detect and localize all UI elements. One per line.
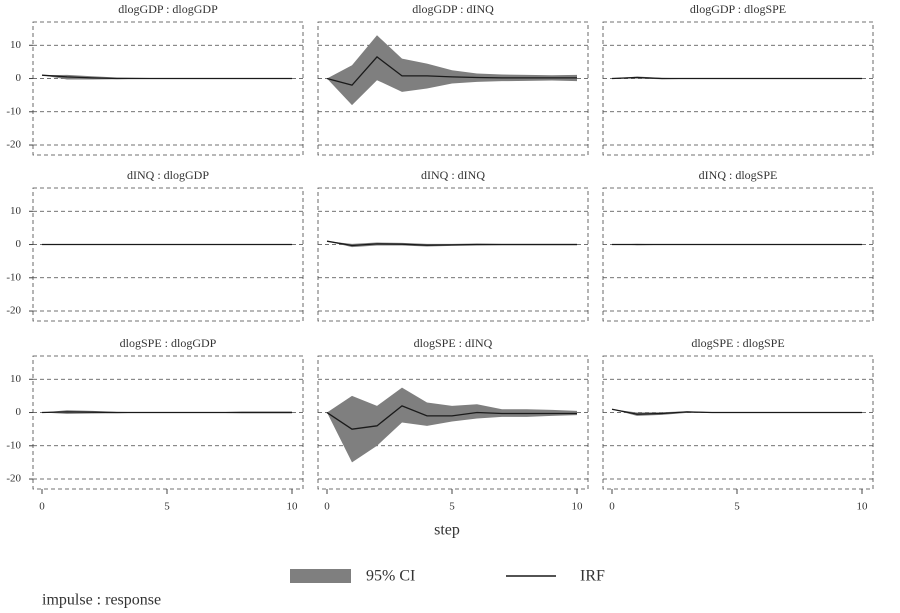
panel-frame — [602, 355, 874, 490]
irf-line — [41, 411, 292, 414]
panel-title: dlogGDP : dINQ — [412, 2, 494, 16]
ci-band — [327, 387, 577, 463]
panel-frame — [317, 187, 589, 322]
y-tick-label: 0 — [16, 238, 22, 250]
irf-line — [326, 240, 577, 247]
irf-line — [611, 408, 862, 415]
x-tick-label: 5 — [734, 501, 740, 513]
y-tick-label: 10 — [10, 373, 22, 385]
y-tick-label: -10 — [6, 271, 21, 283]
y-tick-label: -20 — [6, 139, 21, 151]
y-tick-label: 10 — [10, 205, 22, 217]
x-tick-label: 10 — [287, 501, 299, 513]
panel-frame — [317, 355, 589, 490]
legend-swatch — [290, 569, 351, 583]
x-tick-label: 0 — [609, 501, 615, 513]
y-tick-label: 0 — [16, 406, 22, 418]
panel-title: dINQ : dINQ — [421, 168, 485, 182]
panel-title: dlogGDP : dlogSPE — [690, 2, 786, 16]
y-tick-label: -10 — [6, 439, 21, 451]
x-tick-label: 10 — [572, 501, 584, 513]
legend-label: 95% CI — [366, 568, 415, 585]
panel-title: dlogSPE : dlogSPE — [691, 336, 784, 350]
y-tick-label: -20 — [6, 473, 21, 485]
irf-line — [611, 76, 862, 80]
x-tick-label: 10 — [857, 501, 869, 513]
panel-frame — [602, 187, 874, 322]
y-tick-label: -10 — [6, 105, 21, 117]
x-tick-label: 0 — [39, 501, 45, 513]
y-tick-label: 10 — [10, 39, 22, 51]
y-tick-label: -20 — [6, 305, 21, 317]
panel-title: dINQ : dlogSPE — [699, 168, 778, 182]
panel-frame — [32, 355, 304, 490]
y-tick-label: 0 — [16, 72, 22, 84]
irf-line — [41, 74, 292, 80]
panel-frame — [32, 21, 304, 156]
irf-line — [326, 405, 577, 430]
panel-frame — [317, 21, 589, 156]
panel-title: dlogGDP : dlogGDP — [118, 2, 218, 16]
panel-frame — [602, 21, 874, 156]
x-tick-label: 5 — [449, 501, 455, 513]
panel-title: dlogSPE : dINQ — [414, 336, 493, 350]
panel-title: dINQ : dlogGDP — [127, 168, 209, 182]
note: impulse : response — [42, 592, 161, 609]
ci-band — [327, 35, 577, 106]
x-tick-label: 5 — [164, 501, 170, 513]
irf-line — [326, 56, 577, 86]
panel-title: dlogSPE : dlogGDP — [120, 336, 217, 350]
legend-label: IRF — [580, 568, 605, 585]
ci-band — [327, 241, 577, 248]
panel-frame — [32, 187, 304, 322]
x-tick-label: 0 — [324, 501, 330, 513]
x-axis-title: step — [434, 522, 460, 539]
